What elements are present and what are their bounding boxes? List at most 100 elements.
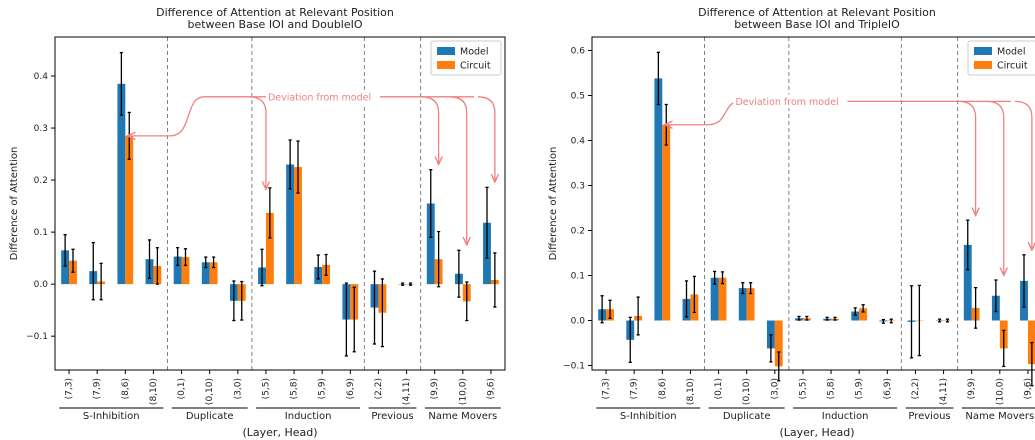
x-tick-label: (3,0) [770,378,780,399]
x-tick-label: (6,9) [346,378,356,399]
bar-circuit [859,308,868,321]
x-tick-label: (8,6) [121,378,131,399]
legend-label-circuit: Circuit [460,61,491,72]
y-tick-label: 0.0 [571,317,586,327]
legend-label-model: Model [997,47,1026,58]
x-tick-label: (5,5) [261,378,271,399]
legend-swatch-model [437,47,455,55]
legend-swatch-circuit [437,61,455,69]
x-tick-label: (10,0) [458,378,468,405]
bar-circuit [181,257,190,285]
deviation-arrow [249,96,266,190]
x-tick-label: (9,9) [967,378,977,399]
bar-model [738,288,747,321]
x-tick-label: (7,3) [65,378,75,399]
bar-model [710,277,719,321]
bar-circuit [265,212,274,285]
x-tick-label: (8,10) [686,378,696,405]
group-label: S-Inhibition [620,411,677,422]
y-axis-label: Difference of Attention [548,147,559,261]
x-tick-label: (5,9) [855,378,865,399]
chart-tripleio: Difference of Attention at Relevant Posi… [548,6,1035,439]
y-tick-label: 0.0 [34,280,49,290]
annotation-label-bg [265,89,380,104]
x-tick-label: (7,9) [630,378,640,399]
chart-subtitle: between Base IOI and DoubleIO [187,18,362,31]
x-tick-label: (5,8) [290,378,300,399]
group-label: S-Inhibition [83,411,140,422]
deviation-arrow [664,100,742,124]
chart-title: Difference of Attention at Relevant Posi… [698,6,936,19]
y-tick-label: −0.1 [563,362,585,372]
bar-model [426,203,435,285]
plot-frame [54,36,506,371]
bar-model [851,311,860,321]
y-tick-label: 0.2 [34,176,48,186]
legend-label-model: Model [460,47,489,58]
bar-model [61,250,70,285]
chart-doubleio: Difference of Attention at Relevant Posi… [9,6,506,439]
x-tick-label: (5,9) [318,378,328,399]
group-label: Induction [285,411,332,422]
bar-model [201,262,210,285]
deviation-arrow [421,96,439,165]
x-tick-label: (8,10) [149,378,159,405]
x-tick-label: (0,1) [177,378,187,399]
group-label: Previous [908,411,950,422]
x-tick-label: (4,11) [402,378,412,405]
deviation-arrow [449,96,467,245]
bar-circuit [662,124,671,321]
x-tick-label: (9,6) [486,378,496,399]
y-tick-label: 0.1 [571,272,585,282]
x-tick-label: (0,1) [714,378,724,399]
deviation-arrow [477,96,495,182]
x-axis-label: (Layer, Head) [242,426,317,439]
y-tick-label: 0.4 [34,72,49,82]
chart-title: Difference of Attention at Relevant Posi… [156,6,394,19]
deviation-arrow [127,96,205,136]
x-tick-label: (0,10) [205,378,215,405]
x-tick-label: (5,8) [827,378,837,399]
chart-subtitle: between Base IOI and TripleIO [734,18,900,31]
bar-model [117,83,126,285]
x-tick-label: (4,11) [939,378,949,405]
x-tick-label: (3,0) [233,378,243,399]
x-tick-label: (2,2) [911,378,921,399]
x-tick-label: (7,9) [93,378,103,399]
x-tick-label: (8,6) [658,378,668,399]
annotation-label: Deviation from model [735,97,838,108]
legend-swatch-circuit [974,61,992,69]
deviation-arrow [958,100,976,215]
y-tick-label: −0.1 [26,332,48,342]
bar-circuit [718,277,727,321]
deviation-arrow [986,100,1004,275]
legend-label-circuit: Circuit [997,61,1028,72]
group-label: Name Movers [428,411,497,422]
y-tick-label: 0.2 [571,227,585,237]
x-tick-label: (2,2) [374,378,384,399]
y-tick-label: 0.6 [571,47,586,57]
bar-model [963,244,972,321]
x-tick-label: (9,9) [430,378,440,399]
group-label: Duplicate [186,411,234,422]
bar-model [654,78,663,321]
x-tick-label: (5,5) [798,378,808,399]
group-label: Previous [371,411,413,422]
y-tick-label: 0.4 [571,137,586,147]
bar-circuit [209,262,218,285]
deviation-arrow [1014,100,1032,250]
y-tick-label: 0.3 [34,124,48,134]
group-label: Duplicate [723,411,771,422]
group-label: Induction [822,411,869,422]
group-label: Name Movers [965,411,1034,422]
x-tick-label: (0,10) [742,378,752,405]
bar-model [286,164,295,285]
x-axis-label: (Layer, Head) [779,426,854,439]
y-tick-label: 0.3 [571,182,585,192]
bar-model [173,256,182,285]
x-tick-label: (10,0) [995,378,1005,405]
x-tick-label: (9,6) [1023,378,1033,399]
bar-circuit [294,167,302,285]
bar-circuit [125,135,134,285]
